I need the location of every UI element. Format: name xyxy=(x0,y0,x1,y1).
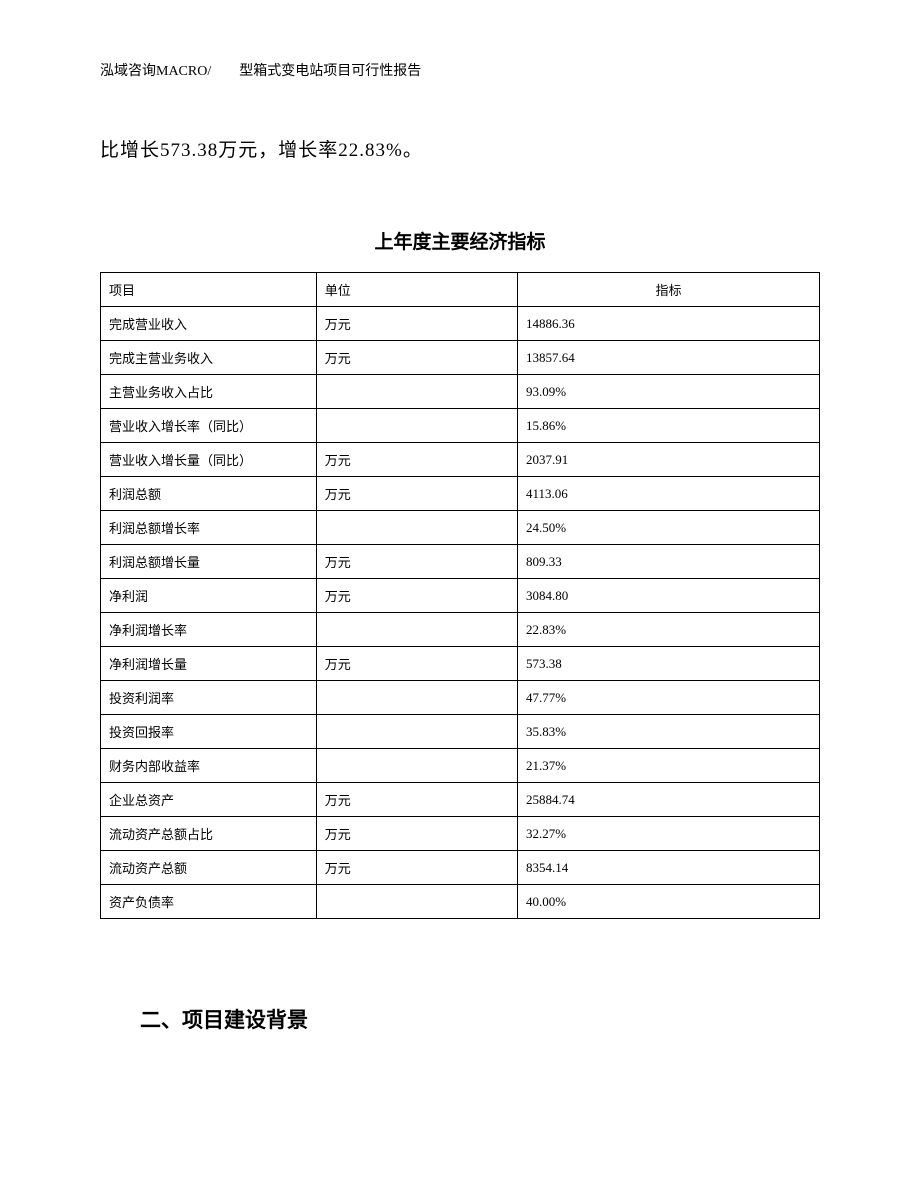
table-cell: 573.38 xyxy=(518,647,820,681)
table-cell: 47.77% xyxy=(518,681,820,715)
table-cell xyxy=(316,681,517,715)
table-cell: 25884.74 xyxy=(518,783,820,817)
table-row: 企业总资产万元25884.74 xyxy=(101,783,820,817)
table-cell: 万元 xyxy=(316,341,517,375)
table-row: 流动资产总额占比万元32.27% xyxy=(101,817,820,851)
table-cell: 万元 xyxy=(316,579,517,613)
section-heading: 二、项目建设背景 xyxy=(140,1004,820,1034)
table-row: 流动资产总额万元8354.14 xyxy=(101,851,820,885)
table-cell: 15.86% xyxy=(518,409,820,443)
table-cell: 营业收入增长率（同比） xyxy=(101,409,317,443)
table-row: 利润总额增长量万元809.33 xyxy=(101,545,820,579)
table-cell: 利润总额增长量 xyxy=(101,545,317,579)
table-cell: 净利润增长量 xyxy=(101,647,317,681)
table-cell: 35.83% xyxy=(518,715,820,749)
table-cell: 万元 xyxy=(316,647,517,681)
table-row: 财务内部收益率 21.37% xyxy=(101,749,820,783)
table-row: 资产负债率 40.00% xyxy=(101,885,820,919)
table-cell xyxy=(316,749,517,783)
table-cell: 财务内部收益率 xyxy=(101,749,317,783)
table-cell: 资产负债率 xyxy=(101,885,317,919)
table-cell: 企业总资产 xyxy=(101,783,317,817)
table-row: 投资回报率 35.83% xyxy=(101,715,820,749)
table-cell: 完成主营业务收入 xyxy=(101,341,317,375)
table-cell: 3084.80 xyxy=(518,579,820,613)
table-cell: 营业收入增长量（同比） xyxy=(101,443,317,477)
table-cell: 投资回报率 xyxy=(101,715,317,749)
table-cell: 万元 xyxy=(316,443,517,477)
table-cell: 万元 xyxy=(316,851,517,885)
table-cell xyxy=(316,613,517,647)
table-cell: 40.00% xyxy=(518,885,820,919)
table-cell: 93.09% xyxy=(518,375,820,409)
table-cell xyxy=(316,885,517,919)
col-header-item: 项目 xyxy=(101,273,317,307)
table-row: 完成营业收入万元14886.36 xyxy=(101,307,820,341)
table-cell: 投资利润率 xyxy=(101,681,317,715)
table-cell: 流动资产总额 xyxy=(101,851,317,885)
table-row: 净利润增长量万元573.38 xyxy=(101,647,820,681)
table-row: 利润总额万元4113.06 xyxy=(101,477,820,511)
table-cell: 利润总额 xyxy=(101,477,317,511)
table-cell: 主营业务收入占比 xyxy=(101,375,317,409)
table-cell: 4113.06 xyxy=(518,477,820,511)
table-cell: 利润总额增长率 xyxy=(101,511,317,545)
table-cell: 万元 xyxy=(316,307,517,341)
economic-indicators-table: 项目 单位 指标 完成营业收入万元14886.36完成主营业务收入万元13857… xyxy=(100,272,820,919)
col-header-unit: 单位 xyxy=(316,273,517,307)
table-cell: 万元 xyxy=(316,477,517,511)
table-cell: 8354.14 xyxy=(518,851,820,885)
table-cell: 24.50% xyxy=(518,511,820,545)
table-row: 完成主营业务收入万元13857.64 xyxy=(101,341,820,375)
table-row: 主营业务收入占比 93.09% xyxy=(101,375,820,409)
table-title: 上年度主要经济指标 xyxy=(100,227,820,254)
table-cell xyxy=(316,511,517,545)
table-header-row: 项目 单位 指标 xyxy=(101,273,820,307)
table-cell: 2037.91 xyxy=(518,443,820,477)
table-row: 净利润万元3084.80 xyxy=(101,579,820,613)
table-row: 投资利润率 47.77% xyxy=(101,681,820,715)
table-cell: 13857.64 xyxy=(518,341,820,375)
table-row: 净利润增长率 22.83% xyxy=(101,613,820,647)
col-header-indicator: 指标 xyxy=(518,273,820,307)
table-cell xyxy=(316,375,517,409)
table-body: 完成营业收入万元14886.36完成主营业务收入万元13857.64主营业务收入… xyxy=(101,307,820,919)
table-cell: 21.37% xyxy=(518,749,820,783)
table-row: 营业收入增长量（同比）万元2037.91 xyxy=(101,443,820,477)
body-paragraph: 比增长573.38万元，增长率22.83%。 xyxy=(100,135,820,162)
table-row: 营业收入增长率（同比） 15.86% xyxy=(101,409,820,443)
table-cell: 14886.36 xyxy=(518,307,820,341)
table-cell: 809.33 xyxy=(518,545,820,579)
table-cell: 流动资产总额占比 xyxy=(101,817,317,851)
table-cell: 净利润 xyxy=(101,579,317,613)
table-cell: 净利润增长率 xyxy=(101,613,317,647)
table-cell: 万元 xyxy=(316,817,517,851)
table-cell: 万元 xyxy=(316,783,517,817)
table-row: 利润总额增长率 24.50% xyxy=(101,511,820,545)
table-cell: 完成营业收入 xyxy=(101,307,317,341)
table-cell xyxy=(316,409,517,443)
table-cell: 万元 xyxy=(316,545,517,579)
table-cell: 32.27% xyxy=(518,817,820,851)
page-header: 泓域咨询MACRO/ 型箱式变电站项目可行性报告 xyxy=(100,60,820,80)
table-cell xyxy=(316,715,517,749)
table-cell: 22.83% xyxy=(518,613,820,647)
